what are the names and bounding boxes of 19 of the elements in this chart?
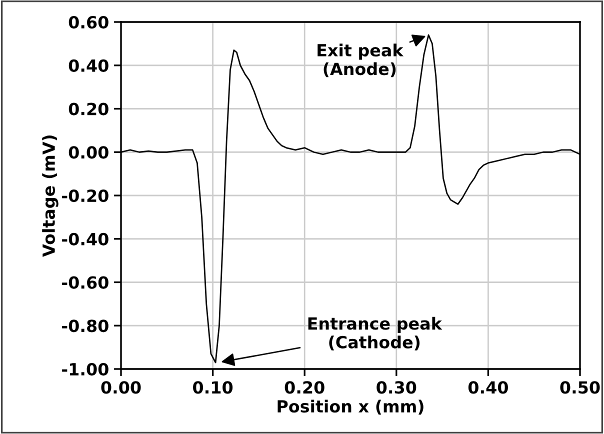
x-tick-label: 0.30 bbox=[376, 381, 416, 394]
x-tick-label: 0.10 bbox=[193, 381, 233, 394]
x-axis-title: Position x (mm) bbox=[278, 400, 424, 415]
x-tick-label: 0.20 bbox=[284, 381, 324, 394]
y-tick-label: -0.80 bbox=[62, 320, 108, 332]
y-tick-label: -0.60 bbox=[62, 276, 108, 289]
x-tick-label: 0.50 bbox=[560, 381, 600, 394]
y-tick-label: 0.20 bbox=[68, 102, 108, 116]
annotation: Entrance peak (Cathode) bbox=[308, 316, 442, 350]
y-tick-label: 0.60 bbox=[68, 16, 108, 29]
y-tick-label: -1.00 bbox=[62, 362, 108, 376]
x-tick-label: 0.40 bbox=[468, 381, 508, 394]
y-tick-label: -0.40 bbox=[62, 232, 108, 246]
y-tick-label: 0.00 bbox=[68, 146, 108, 159]
y-axis-title: Voltage (mV) bbox=[42, 135, 58, 257]
annotation: Exit peak (Anode) bbox=[318, 44, 404, 78]
y-tick-label: -0.20 bbox=[62, 189, 108, 202]
y-tick-label: 0.40 bbox=[68, 59, 108, 72]
x-tick-label: 0.00 bbox=[101, 381, 141, 394]
